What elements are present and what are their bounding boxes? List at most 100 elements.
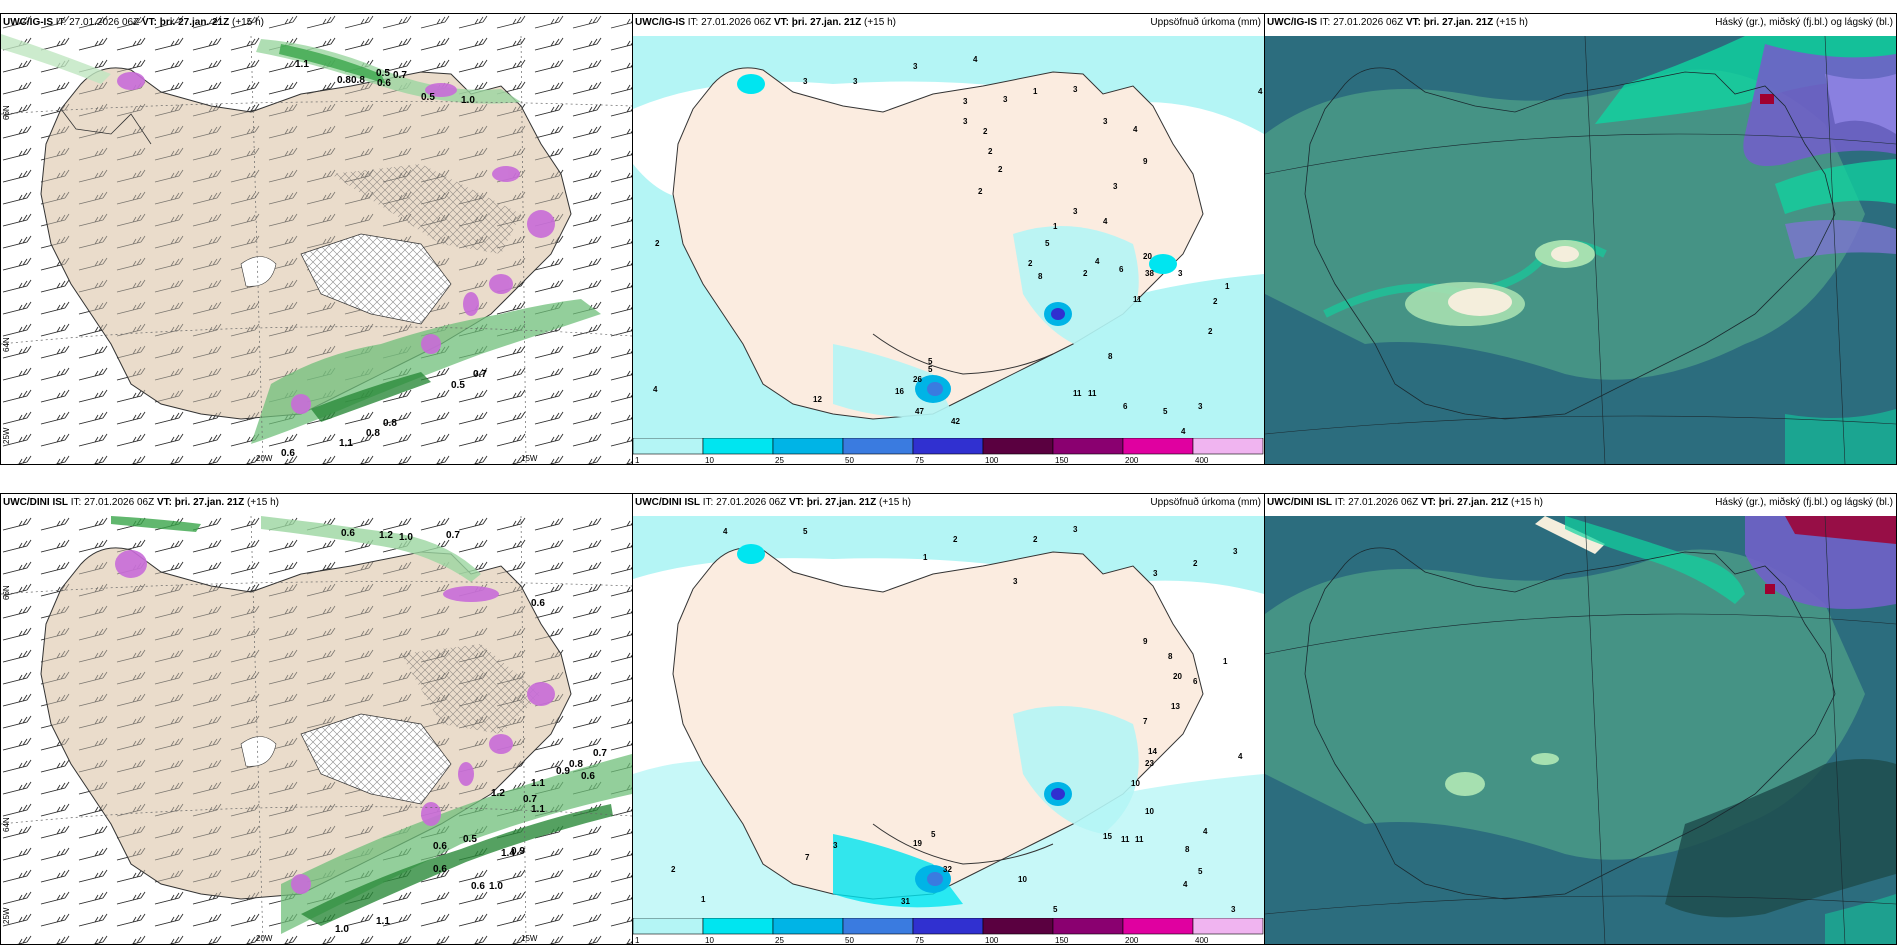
svg-text:3: 3 xyxy=(1103,117,1108,126)
colorbar-swatch xyxy=(772,918,844,935)
colorbar-swatch xyxy=(1192,918,1264,935)
wind-map: 1.1 0.8 0.8 0.5 0.7 0.6 0.5 1.0 0.5 0.7 … xyxy=(1,14,632,464)
colorbar-swatch xyxy=(772,438,844,455)
svg-text:3: 3 xyxy=(963,117,968,126)
svg-text:0.6: 0.6 xyxy=(433,864,447,875)
init-time: IT: 27.01.2026 06Z xyxy=(1334,497,1419,508)
svg-text:31: 31 xyxy=(901,897,910,906)
lead-time: (+15 h) xyxy=(879,497,911,508)
svg-text:1: 1 xyxy=(1053,222,1058,231)
svg-text:2: 2 xyxy=(655,239,660,248)
svg-text:11: 11 xyxy=(1133,295,1142,304)
colorbar-label: 75 xyxy=(915,936,924,944)
init-time: IT: 27.01.2026 06Z xyxy=(70,497,155,508)
svg-text:3: 3 xyxy=(853,77,858,86)
svg-text:1.2: 1.2 xyxy=(379,530,393,541)
precip-map: 3 3 3 4 3 1 3 3 3 4 2 3 2 2 2 9 3 3 4 2 … xyxy=(633,36,1264,438)
valid-label: VT: xyxy=(141,17,157,28)
svg-text:3: 3 xyxy=(1153,569,1158,578)
svg-text:0.7: 0.7 xyxy=(523,794,537,805)
lead-time: (+15 h) xyxy=(247,497,279,508)
colorbar-label: 100 xyxy=(985,456,999,464)
svg-text:0.5: 0.5 xyxy=(421,92,435,103)
svg-text:0.8: 0.8 xyxy=(383,418,397,429)
svg-text:5: 5 xyxy=(1163,407,1168,416)
svg-text:8: 8 xyxy=(1185,845,1190,854)
colorbar-label: 100 xyxy=(985,936,999,944)
svg-text:2: 2 xyxy=(983,127,988,136)
valid-label: VT: xyxy=(788,497,804,508)
svg-text:12: 12 xyxy=(813,395,822,404)
chart-title: Uppsöfnuð úrkoma (mm) xyxy=(1150,17,1261,28)
colorbar-swatch xyxy=(842,918,914,935)
init-time: IT: 27.01.2026 06Z xyxy=(702,497,787,508)
precip-values: 3 3 3 4 3 1 3 3 3 4 2 3 2 2 2 9 3 3 4 2 … xyxy=(653,55,1263,436)
lead-time: (+15 h) xyxy=(1496,17,1528,28)
colorbar-swatch xyxy=(842,438,914,455)
svg-text:0.7: 0.7 xyxy=(446,530,460,541)
svg-text:1.4: 1.4 xyxy=(501,848,515,859)
svg-text:3: 3 xyxy=(1073,525,1078,534)
svg-text:3: 3 xyxy=(1113,182,1118,191)
panel-bot-right-clouds: UWC/DINI ISL IT: 27.01.2026 06Z VT: þri.… xyxy=(1264,493,1897,945)
svg-text:6: 6 xyxy=(1123,402,1128,411)
svg-text:0.8: 0.8 xyxy=(366,428,380,439)
svg-text:9: 9 xyxy=(1143,637,1148,646)
svg-text:11: 11 xyxy=(1135,835,1144,844)
svg-text:16: 16 xyxy=(895,387,904,396)
svg-text:1: 1 xyxy=(701,895,706,904)
svg-text:1.2: 1.2 xyxy=(491,788,505,799)
grid-lines xyxy=(1265,35,1896,464)
svg-text:25W: 25W xyxy=(2,427,11,444)
svg-text:5: 5 xyxy=(803,527,808,536)
wind-speed-values: 1.1 0.8 0.8 0.5 0.7 0.6 0.5 1.0 0.5 0.7 … xyxy=(281,59,487,459)
svg-text:11: 11 xyxy=(1121,835,1130,844)
svg-text:25W: 25W xyxy=(2,907,11,924)
cloud-map xyxy=(1265,35,1896,464)
colorbar-swatch xyxy=(982,438,1054,455)
svg-text:1: 1 xyxy=(923,553,928,562)
svg-text:1.0: 1.0 xyxy=(489,881,503,892)
svg-text:3: 3 xyxy=(1013,577,1018,586)
panel-header: UWC/IG-IS IT: 27.01.2026 06Z VT: þri. 27… xyxy=(1,14,632,40)
svg-text:14: 14 xyxy=(1148,747,1157,756)
colorbar-swatch xyxy=(633,438,704,455)
colorbar-label: 150 xyxy=(1055,936,1069,944)
colorbar-swatch xyxy=(1052,438,1124,455)
colorbar-swatch xyxy=(702,438,774,455)
chart-title: Háský (gr.), miðský (fj.bl.) og lágský (… xyxy=(1715,497,1893,508)
svg-text:0.6: 0.6 xyxy=(531,598,545,609)
svg-text:2: 2 xyxy=(953,535,958,544)
cloud-map xyxy=(1265,515,1896,944)
svg-text:1.1: 1.1 xyxy=(531,804,545,815)
svg-text:1.0: 1.0 xyxy=(335,924,349,935)
svg-text:6: 6 xyxy=(1119,265,1124,274)
colorbar-label: 200 xyxy=(1125,936,1139,944)
model-name: UWC/DINI ISL xyxy=(1267,497,1332,508)
chart-title: Háský (gr.), miðský (fj.bl.) og lágský (… xyxy=(1715,17,1893,28)
valid-time: þri. 27.jan. 21Z xyxy=(806,497,877,508)
panel-header: UWC/IG-IS IT: 27.01.2026 06Z VT: þri. 27… xyxy=(633,14,1264,40)
svg-text:2: 2 xyxy=(1033,535,1038,544)
svg-text:4: 4 xyxy=(1181,427,1186,436)
svg-text:23: 23 xyxy=(1145,759,1154,768)
colorbar-swatch xyxy=(912,918,984,935)
valid-time: þri. 27.jan. 21Z xyxy=(1423,17,1494,28)
colorbar-swatch xyxy=(1122,918,1194,935)
svg-text:5: 5 xyxy=(928,365,933,374)
init-time: IT: 27.01.2026 06Z xyxy=(1319,17,1404,28)
svg-text:3: 3 xyxy=(1233,547,1238,556)
chart-title: Uppsöfnuð úrkoma (mm) xyxy=(1150,497,1261,508)
colorbar-swatch xyxy=(1192,438,1264,455)
svg-text:64N: 64N xyxy=(2,337,11,352)
colorbar-swatch xyxy=(982,918,1054,935)
svg-text:0.9: 0.9 xyxy=(511,846,525,857)
ice-patches xyxy=(117,72,555,414)
colorbar-label: 1 xyxy=(635,936,640,944)
panel-header: UWC/IG-IS IT: 27.01.2026 06Z VT: þri. 27… xyxy=(1265,14,1896,40)
svg-text:1: 1 xyxy=(1225,282,1230,291)
svg-text:11: 11 xyxy=(1073,389,1082,398)
colorbar-label: 75 xyxy=(915,456,924,464)
svg-text:1: 1 xyxy=(1223,657,1228,666)
precip-values: 4 5 2 2 3 1 3 3 2 3 9 8 20 6 1 13 7 14 2… xyxy=(671,525,1243,914)
